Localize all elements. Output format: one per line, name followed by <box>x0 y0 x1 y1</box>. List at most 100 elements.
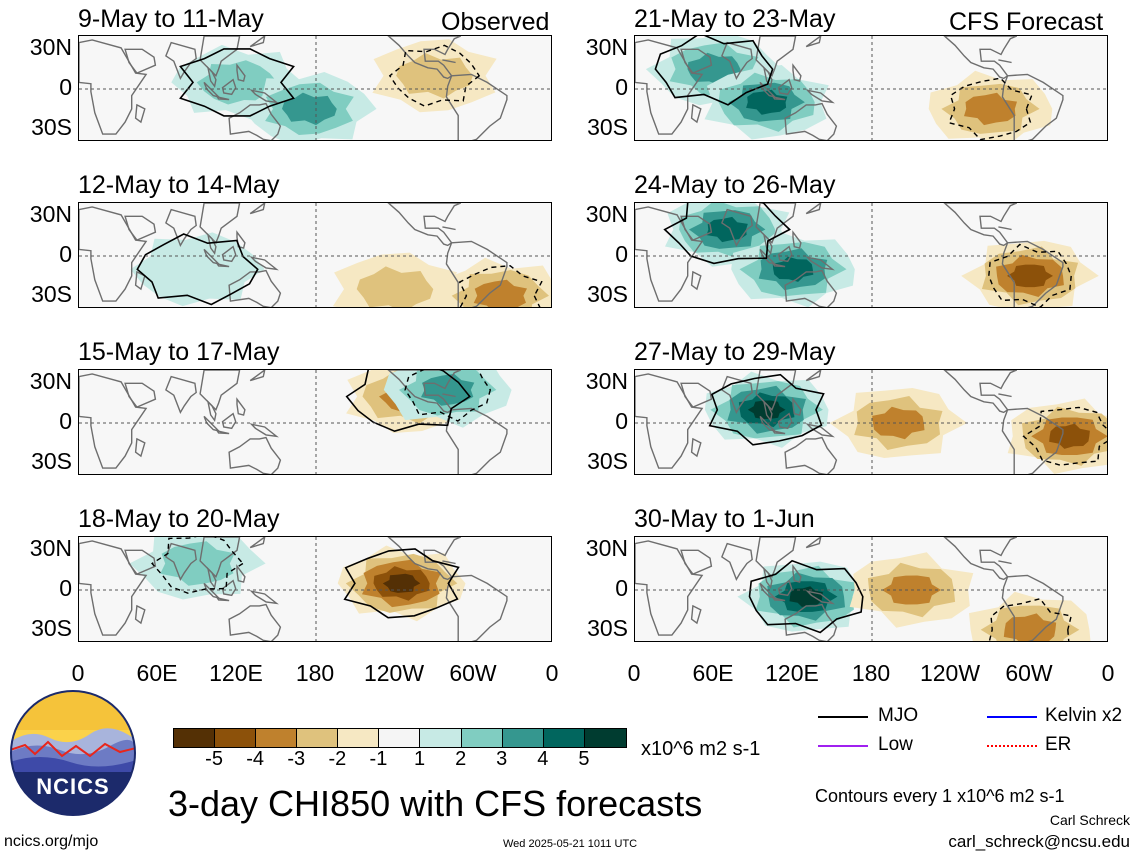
panel-title: 30-May to 1-Jun <box>634 505 815 533</box>
coastline <box>236 230 246 249</box>
contours-note: Contours every 1 x10^6 m2 s-1 <box>815 786 1065 806</box>
coastline <box>784 269 838 307</box>
coastline <box>215 596 230 602</box>
latitude-label: 30S <box>31 280 72 307</box>
coastline <box>721 208 753 248</box>
colorbar-tick-label: 5 <box>578 748 590 770</box>
coastline <box>635 373 704 469</box>
coastline <box>792 63 802 82</box>
mjo-contour <box>748 559 864 634</box>
coastline <box>943 370 1018 414</box>
coastline <box>124 48 157 74</box>
legend-low-label: Low <box>878 734 913 755</box>
legend-er-line <box>987 745 1037 747</box>
coastline <box>134 103 146 124</box>
coastline <box>721 375 753 415</box>
footer-url: ncics.org/mjo <box>4 833 99 850</box>
longitude-label: 60E <box>136 660 178 686</box>
observed-label: Observed <box>441 8 550 36</box>
colorbar-tick-label: -4 <box>246 748 265 770</box>
coastline <box>792 564 802 583</box>
coastline <box>134 437 146 458</box>
coastline <box>203 415 221 433</box>
longitude-label: 120W <box>919 660 981 686</box>
coastline <box>805 203 822 215</box>
colorbar-tick-label: -5 <box>205 748 223 770</box>
coastline <box>998 226 1012 231</box>
latitude-label: 0 <box>615 408 628 434</box>
positive-anomaly <box>747 400 786 419</box>
colorbar-swatch <box>420 729 462 747</box>
longitude-label: 0 <box>627 660 641 686</box>
map-panel <box>78 536 552 642</box>
footer-timestamp: Wed 2025-05-21 1011 UTC <box>503 838 638 850</box>
legend-low-line <box>818 745 868 747</box>
coastline <box>236 397 246 416</box>
coastline <box>215 262 230 268</box>
colorbar-swatch <box>543 729 585 747</box>
panel-title: 18-May to 20-May <box>78 505 280 533</box>
mjo-contour <box>179 48 295 117</box>
colorbar-tick-label: 4 <box>537 748 549 770</box>
coastline <box>228 269 282 307</box>
longitude-label: 0 <box>545 660 559 686</box>
negative-anomaly <box>1003 613 1057 641</box>
coastline <box>690 437 702 458</box>
coastline <box>1001 73 1064 140</box>
colorbar-swatch <box>297 729 339 747</box>
colorbar-swatch <box>338 729 380 747</box>
coastline <box>805 256 835 271</box>
coastline <box>249 370 266 382</box>
latitude-label: 30S <box>587 447 628 474</box>
coastline <box>221 245 237 263</box>
anomaly-map <box>635 370 1107 474</box>
longitude-label: 180 <box>851 660 891 686</box>
legend-kelvin-line <box>987 716 1037 718</box>
mjo-contour-negative <box>458 264 543 307</box>
positive-anomaly <box>196 60 278 105</box>
coastline <box>805 370 822 382</box>
colorbar-swatch <box>215 729 257 747</box>
coastline <box>236 63 246 82</box>
mjo-contour <box>708 373 825 446</box>
coastline <box>236 564 246 583</box>
longitude-label: 180 <box>295 660 335 686</box>
coastline <box>943 203 1018 247</box>
latitude-label: 30N <box>585 535 628 562</box>
anomaly-map <box>79 537 551 641</box>
coastline <box>784 102 838 140</box>
coastline <box>1001 407 1064 474</box>
logo-text: NCICS <box>36 774 110 799</box>
coastline <box>206 232 217 255</box>
coastline <box>998 393 1012 398</box>
latitude-label: 0 <box>59 575 72 601</box>
coastline <box>759 415 777 433</box>
map-panel <box>78 202 552 308</box>
negative-anomaly <box>1007 264 1053 288</box>
coastline <box>762 232 773 255</box>
coastline <box>124 215 157 241</box>
longitude-label: 60E <box>692 660 734 686</box>
colorbar-units: x10^6 m2 s-1 <box>641 738 761 760</box>
longitude-label: 0 <box>71 660 85 686</box>
coastline <box>79 206 148 302</box>
footer-author: Carl Schreck <box>1049 812 1130 828</box>
latitude-label: 30N <box>29 368 72 395</box>
mjo-contour-negative <box>151 537 244 594</box>
forecast-label: CFS Forecast <box>949 8 1104 36</box>
coastline <box>203 81 221 99</box>
coastline <box>680 48 713 74</box>
coastline <box>771 262 786 268</box>
coastline <box>721 41 753 81</box>
coastline <box>442 393 456 398</box>
positive-anomaly <box>421 373 475 406</box>
map-panel <box>634 369 1108 475</box>
anomaly-map <box>79 203 551 307</box>
colorbar-swatch <box>502 729 544 747</box>
coastline <box>690 604 702 625</box>
positive-anomaly <box>772 256 814 282</box>
coastline <box>805 36 822 48</box>
coastline <box>680 549 713 575</box>
coastline <box>635 206 704 302</box>
mjo-contour <box>663 203 791 265</box>
